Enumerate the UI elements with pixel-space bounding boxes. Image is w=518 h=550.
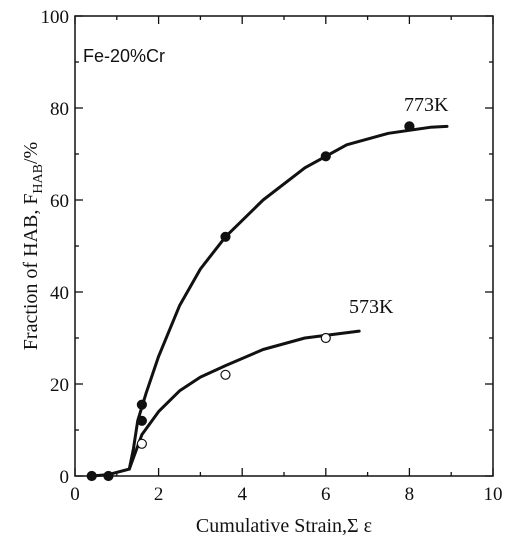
y-axis-title: Fraction of HAB, FHAB/% — [20, 142, 46, 350]
x-tick-label: 10 — [484, 484, 503, 505]
data-point-773k — [404, 121, 415, 132]
svg-text:Fraction of HAB, FHAB/%: Fraction of HAB, FHAB/% — [20, 142, 46, 350]
fit-curve-573k — [127, 329, 361, 471]
y-axis-title-main: Fraction of HAB, F — [20, 194, 42, 351]
data-point-573k — [136, 438, 147, 449]
y-tick-label: 60 — [50, 191, 69, 212]
data-point-773k — [136, 399, 147, 410]
data-points — [86, 121, 415, 482]
y-tick-label: 100 — [41, 7, 70, 28]
y-tick-label: 40 — [50, 283, 69, 304]
y-tick-label: 80 — [50, 99, 69, 120]
y-axis-title-unit: /% — [20, 142, 42, 164]
data-point-573k — [320, 332, 331, 344]
x-tick-label: 0 — [70, 484, 80, 505]
fit-curve-773k — [90, 124, 449, 478]
data-point-773k — [86, 470, 97, 482]
annotation-label: Fe-20%Cr — [83, 46, 165, 66]
y-tick-label: 0 — [60, 467, 70, 488]
series-label-773k: 773K — [404, 94, 449, 116]
x-axis-title: Cumulative Strain,Σ ε — [196, 515, 372, 537]
data-point-773k — [220, 231, 231, 242]
y-axis-title-subscript: HAB — [31, 164, 46, 194]
x-tick-label: 8 — [405, 484, 415, 505]
x-tick-label: 2 — [154, 484, 164, 505]
data-point-573k — [220, 369, 231, 380]
data-point-773k — [136, 415, 147, 426]
data-point-773k — [103, 470, 114, 482]
data-point-773k — [320, 151, 331, 162]
x-tick-label: 6 — [321, 484, 331, 505]
x-tick-label: 4 — [237, 484, 247, 505]
y-tick-label: 20 — [50, 375, 69, 396]
series-label-573k: 573K — [349, 296, 394, 318]
